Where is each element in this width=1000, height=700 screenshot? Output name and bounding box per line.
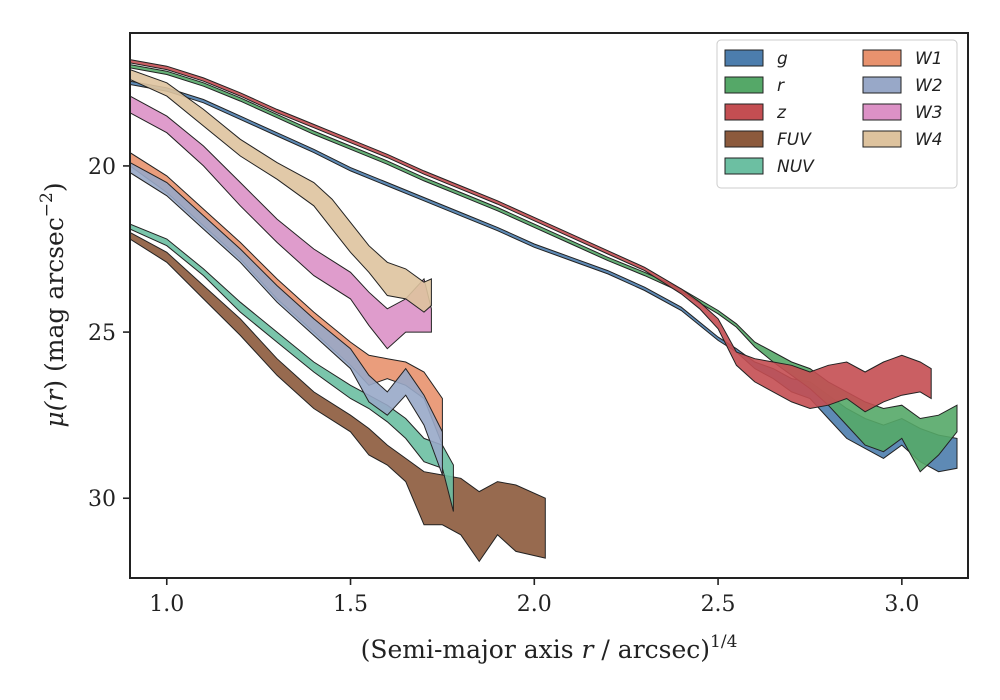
band-nuv — [130, 223, 454, 512]
legend-swatch-w2 — [862, 76, 902, 94]
x-tick-label: 2.5 — [701, 592, 736, 617]
legend-swatch-g — [724, 49, 764, 67]
legend-label-g: g — [777, 49, 788, 69]
band-w2 — [130, 162, 443, 476]
legend-swatch-r — [724, 76, 764, 94]
legend-label-w1: W1 — [915, 49, 943, 69]
band-fuv — [130, 231, 546, 563]
legend-label-nuv: NUV — [777, 157, 815, 177]
legend-label-fuv: FUV — [777, 130, 812, 150]
y-axis-label: μ(r) (mag arcsec−2) — [37, 182, 69, 427]
legend-swatch-fuv — [724, 130, 764, 148]
x-tick-label: 1.5 — [333, 592, 368, 617]
legend-swatch-w3 — [862, 103, 902, 121]
x-tick-label: 3.0 — [884, 592, 919, 617]
series-bands — [130, 59, 958, 563]
band-z — [130, 59, 932, 413]
band-w4 — [130, 69, 432, 313]
legend-label-w2: W2 — [915, 76, 943, 96]
band-w3 — [130, 95, 432, 350]
legend-label-w3: W3 — [915, 103, 943, 123]
x-tick-label: 2.0 — [517, 592, 552, 617]
band-r — [130, 64, 958, 473]
legend: grz FUV NUV W1 W2 W3 W4 — [716, 39, 958, 189]
legend-swatch-z — [724, 103, 764, 121]
legend-swatch-w1 — [862, 49, 902, 67]
y-axis: 20 25 30 — [88, 155, 130, 512]
legend-label-r: r — [777, 76, 785, 96]
y-tick-label: 30 — [88, 487, 116, 512]
x-axis: 1.0 1.5 2.0 2.5 3.0 — [149, 578, 919, 617]
plot-frame — [129, 32, 969, 579]
x-tick-label: 1.0 — [149, 592, 184, 617]
x-axis-label: (Semi-major axis r / arcsec)1/4 — [361, 632, 738, 664]
legend-label-z: z — [776, 103, 787, 123]
legend-swatch-w4 — [862, 130, 902, 148]
legend-swatch-nuv — [724, 157, 764, 175]
y-tick-label: 25 — [88, 321, 116, 346]
legend-label-w4: W4 — [915, 130, 943, 150]
y-tick-label: 20 — [88, 155, 116, 180]
